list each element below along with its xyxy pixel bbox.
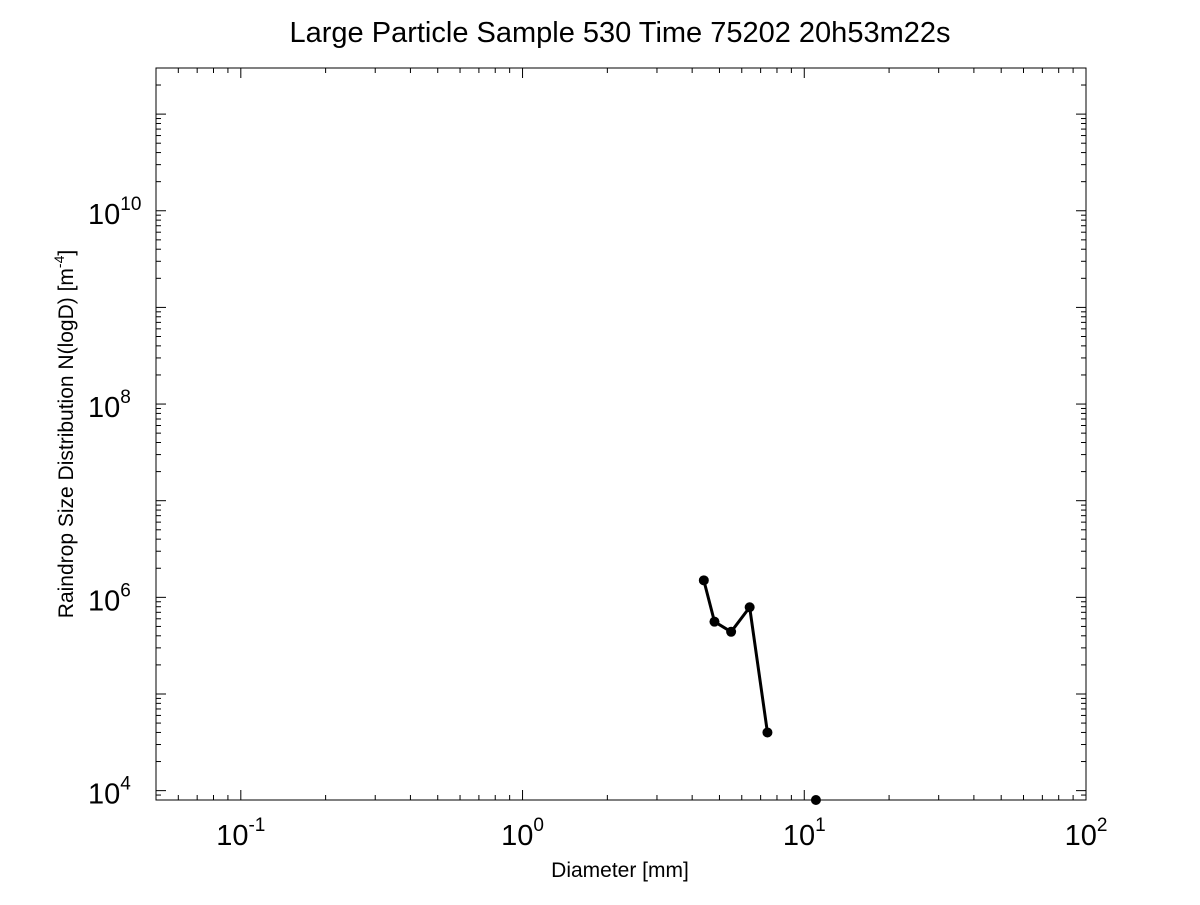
x-tick-label-base: 10 — [1065, 820, 1097, 852]
series-1-point — [744, 602, 755, 613]
x-tick-label-exponent: 0 — [533, 815, 544, 836]
x-tick-label-exponent: -1 — [248, 815, 265, 836]
x-tick-label-base: 10 — [216, 820, 248, 852]
series-1-point — [698, 575, 709, 586]
y-tick-label: 1010 — [88, 194, 141, 231]
y-tick-label-exponent: 8 — [120, 387, 131, 408]
y-axis-label-exponent: -4 — [51, 255, 67, 268]
y-axis-label-main: Raindrop Size Distribution N(logD) [m — [55, 268, 78, 618]
chart-title: Large Particle Sample 530 Time 75202 20h… — [290, 17, 951, 49]
y-axis-label: Raindrop Size Distribution N(logD) [m-4] — [51, 250, 78, 618]
y-tick-label-base: 10 — [88, 392, 120, 424]
tick-marks — [155, 67, 1087, 801]
y-tick-label: 104 — [88, 774, 131, 811]
y-tick-label-base: 10 — [88, 779, 120, 811]
x-tick-label-exponent: 1 — [815, 815, 826, 836]
series-1-point — [762, 727, 773, 738]
data-series — [698, 575, 821, 805]
x-tick-label: 102 — [1065, 815, 1108, 852]
x-tick-label-base: 10 — [783, 820, 815, 852]
x-tick-label: 10-1 — [216, 815, 265, 852]
x-axis-label: Diameter [mm] — [551, 859, 689, 882]
y-tick-label-base: 10 — [88, 585, 120, 617]
y-tick-label-base: 10 — [88, 199, 120, 231]
x-tick-label-base: 10 — [501, 820, 533, 852]
x-tick-label: 100 — [501, 815, 544, 852]
y-tick-label: 106 — [88, 580, 131, 617]
series-1-point — [709, 616, 720, 627]
x-tick-label: 101 — [783, 815, 826, 852]
series-1-point — [726, 626, 737, 637]
y-tick-label-exponent: 10 — [120, 194, 141, 215]
y-tick-label-exponent: 4 — [120, 774, 131, 795]
y-tick-label: 108 — [88, 387, 131, 424]
y-axis-label-suffix: ] — [55, 250, 78, 256]
plot-area-frame — [155, 67, 1087, 801]
series-2-point — [810, 795, 821, 805]
x-tick-label-exponent: 2 — [1097, 815, 1108, 836]
y-tick-label-exponent: 6 — [120, 580, 131, 601]
